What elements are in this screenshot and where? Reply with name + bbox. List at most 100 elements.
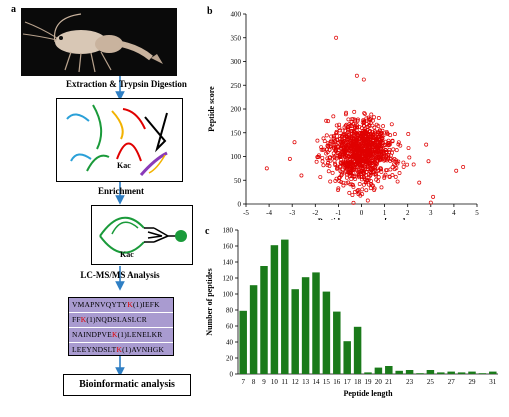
scatter-point bbox=[324, 147, 329, 152]
scatter-point bbox=[314, 159, 319, 164]
scatter-point bbox=[379, 130, 384, 135]
scatter-point bbox=[341, 183, 346, 188]
bar bbox=[364, 372, 372, 374]
scatter-point bbox=[378, 149, 383, 154]
bar bbox=[281, 239, 289, 374]
scatter-point bbox=[324, 133, 329, 138]
scatter-point bbox=[333, 153, 338, 158]
scatter-point bbox=[336, 186, 341, 191]
scatter-point bbox=[331, 133, 336, 138]
bar bbox=[353, 326, 362, 374]
scatter-point bbox=[371, 141, 376, 145]
scatter-point bbox=[382, 175, 387, 180]
scatter-point bbox=[358, 133, 363, 138]
scatter-point bbox=[342, 135, 347, 140]
bar bbox=[437, 372, 445, 374]
x-tick-label: 14 bbox=[313, 378, 321, 386]
scatter-point bbox=[354, 73, 359, 78]
scatter-point bbox=[372, 125, 377, 130]
scatter-point bbox=[340, 167, 345, 172]
scatter-point bbox=[362, 120, 366, 125]
scatter-point bbox=[366, 175, 371, 180]
acetyl-lysine: K bbox=[111, 330, 118, 339]
x-tick-label: 25 bbox=[427, 378, 435, 386]
scatter-point bbox=[333, 163, 338, 168]
scatter-point bbox=[344, 139, 349, 144]
bar bbox=[301, 277, 310, 374]
scatter-point bbox=[340, 134, 345, 139]
scatter-point bbox=[352, 109, 357, 114]
shrimp-icon bbox=[22, 13, 163, 73]
scatter-point bbox=[397, 171, 402, 175]
scatter-point bbox=[356, 192, 361, 197]
scatter-point bbox=[461, 164, 466, 169]
bar bbox=[270, 245, 279, 374]
scatter-point bbox=[363, 149, 368, 153]
y-tick-label: 100 bbox=[223, 291, 234, 299]
scatter-point bbox=[331, 114, 336, 119]
scatter-point bbox=[348, 171, 353, 176]
scatter-point bbox=[391, 162, 396, 167]
scatter-point bbox=[368, 121, 373, 125]
scatter-point bbox=[417, 180, 422, 185]
scatter-point bbox=[428, 200, 433, 205]
sequence-text: (1)NQDSLASLCR bbox=[86, 315, 147, 324]
scatter-point bbox=[347, 190, 352, 195]
scatter-point bbox=[370, 135, 375, 140]
scatter-point bbox=[376, 168, 381, 173]
scatter-point bbox=[338, 155, 343, 160]
scatter-point bbox=[364, 169, 369, 174]
x-tick-label: 2 bbox=[406, 209, 410, 217]
x-tick-label: 8 bbox=[252, 378, 256, 386]
x-tick-label: -2 bbox=[312, 209, 318, 217]
scatter-point bbox=[345, 164, 350, 169]
y-tick-label: 400 bbox=[231, 11, 242, 19]
scatter-point bbox=[325, 143, 330, 148]
scatter-point bbox=[376, 134, 381, 139]
scatter-point bbox=[320, 147, 325, 152]
scatter-point bbox=[362, 133, 367, 138]
scatter-point bbox=[370, 152, 375, 156]
bar bbox=[468, 371, 476, 374]
y-tick-label: 0 bbox=[230, 371, 234, 379]
y-tick-label: 140 bbox=[223, 259, 234, 267]
scatter-point bbox=[376, 153, 381, 158]
scatter-point bbox=[349, 120, 354, 125]
scatter-point bbox=[332, 140, 337, 145]
scatter-point bbox=[389, 122, 394, 127]
x-tick-label: -5 bbox=[243, 209, 249, 217]
scatter-point bbox=[376, 135, 381, 140]
scatter-point bbox=[357, 146, 362, 151]
scatter-point bbox=[384, 149, 389, 154]
scatter-point bbox=[357, 151, 362, 156]
scatter-point bbox=[349, 152, 354, 157]
antibody-bead-icon bbox=[99, 216, 187, 254]
scatter-point bbox=[372, 115, 377, 120]
scatter-point bbox=[342, 154, 347, 158]
scatter-point bbox=[379, 153, 384, 158]
scatter-point bbox=[361, 167, 366, 172]
scatter-point bbox=[396, 142, 401, 147]
x-tick-label: 15 bbox=[323, 378, 331, 386]
scatter-point bbox=[372, 143, 377, 148]
scatter-point bbox=[362, 175, 366, 180]
scatter-point bbox=[351, 184, 356, 189]
scatter-point bbox=[372, 169, 377, 174]
scatter-point bbox=[316, 154, 321, 159]
scatter-point bbox=[331, 140, 336, 144]
scatter-point bbox=[349, 177, 354, 181]
scatter-point bbox=[395, 161, 400, 166]
scatter-point bbox=[390, 139, 395, 144]
scatter-point bbox=[353, 167, 358, 172]
scatter-point bbox=[405, 162, 410, 167]
x-tick-label: 7 bbox=[241, 378, 245, 386]
kac-label-2: Kac bbox=[120, 250, 134, 259]
bar bbox=[374, 367, 383, 374]
scatter-point bbox=[287, 156, 292, 161]
scatter-point bbox=[369, 165, 374, 170]
x-tick-label: -3 bbox=[289, 209, 295, 217]
x-tick-label: 9 bbox=[262, 378, 266, 386]
bar bbox=[343, 341, 351, 374]
scatter-point bbox=[334, 35, 339, 40]
bar bbox=[489, 371, 497, 374]
